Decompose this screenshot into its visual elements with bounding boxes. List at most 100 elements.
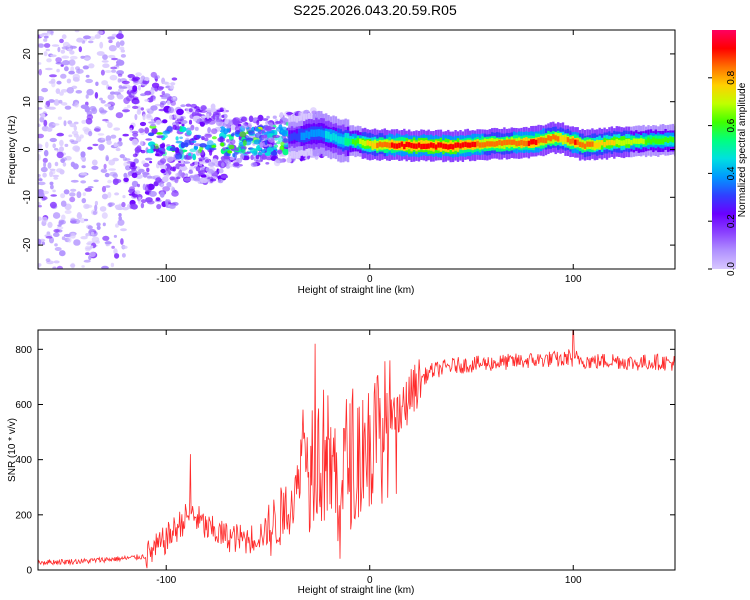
spectrogram-cell bbox=[118, 137, 122, 142]
spectrogram-cell bbox=[64, 203, 72, 211]
spectrogram-cell bbox=[53, 176, 59, 180]
spectrogram-ridge-cell bbox=[442, 143, 445, 149]
spectrogram-cell bbox=[49, 74, 57, 78]
spectrogram-cell bbox=[39, 116, 45, 123]
spectrogram-cell bbox=[70, 188, 77, 192]
spectrogram-cell bbox=[112, 178, 119, 186]
spectrogram-ridge-cell bbox=[478, 142, 482, 148]
spectrogram-cell bbox=[110, 262, 115, 268]
spectrogram-ridge-cell bbox=[535, 139, 538, 145]
spectrogram-ridge-cell bbox=[427, 143, 430, 149]
spectrogram-cell bbox=[62, 162, 67, 167]
spectrogram-ridge-cell bbox=[434, 144, 438, 150]
spectrogram-cell bbox=[56, 168, 63, 173]
spectrogram-cell bbox=[137, 198, 142, 205]
spectrogram-cell bbox=[93, 128, 101, 132]
spectrogram-cell bbox=[49, 181, 54, 186]
spectrogram-cell bbox=[48, 106, 56, 110]
spectrogram-cell bbox=[116, 94, 124, 100]
spectrogram-cell bbox=[85, 74, 90, 78]
spectrogram-cell bbox=[80, 151, 86, 158]
spectrogram-ridge-cell bbox=[317, 129, 320, 137]
snr-xtick-label: -100 bbox=[156, 575, 176, 586]
spectrogram-cell bbox=[101, 193, 109, 200]
spectrogram-cell bbox=[69, 55, 78, 60]
spectrogram-cell bbox=[46, 58, 52, 63]
spectrogram-ridge-cell bbox=[293, 132, 296, 140]
spectrogram-cell bbox=[198, 163, 203, 167]
spectrogram-cell bbox=[265, 120, 270, 125]
spectrogram-cell bbox=[94, 204, 98, 211]
spectrogram-cell bbox=[72, 73, 81, 81]
spectrogram-cell bbox=[197, 118, 206, 122]
spectrogram-ridge-cell bbox=[390, 142, 394, 148]
snr-ytick-label: 0 bbox=[26, 566, 32, 577]
spectrogram-cell bbox=[172, 96, 176, 100]
spectrogram-cell bbox=[145, 108, 152, 112]
spectrogram-ridge-cell bbox=[383, 141, 386, 147]
spectrogram-cell bbox=[59, 139, 64, 147]
spectrogram-cell bbox=[152, 148, 159, 152]
spectrogram-ridge-cell bbox=[581, 142, 584, 148]
spectrogram-cell bbox=[248, 115, 254, 123]
spectrogram-ridge-cell bbox=[342, 137, 345, 145]
spectrogram-cell bbox=[241, 145, 247, 151]
spectrogram-cell bbox=[222, 147, 226, 151]
colorbar: 0.0 0.2 0.4 0.6 0.8 Normalized spectral ampl… bbox=[708, 30, 748, 276]
spectrogram-ridge-cell bbox=[500, 140, 504, 146]
spectrogram-cell bbox=[64, 66, 69, 72]
spectrogram-cell bbox=[155, 177, 162, 183]
spectrogram-cell bbox=[155, 197, 161, 202]
spectrogram-cell bbox=[40, 113, 46, 118]
spectrogram-ridge-cell bbox=[635, 138, 638, 144]
spectrogram-ridge-cell bbox=[395, 143, 399, 149]
spectrogram-cell bbox=[54, 147, 59, 151]
spectrogram-cell bbox=[188, 108, 193, 113]
spectrogram-cell bbox=[64, 210, 72, 214]
spectrogram-cell bbox=[80, 104, 89, 110]
spectrogram-cell bbox=[48, 99, 55, 103]
spectrogram-ridge-cell bbox=[561, 136, 565, 142]
spectrogram-cell bbox=[240, 153, 245, 160]
spectrogram-cell bbox=[286, 157, 292, 163]
spectrogram-cell bbox=[70, 232, 76, 239]
spectrogram-ridge-cell bbox=[481, 142, 484, 148]
spectrogram-ridge-cell bbox=[329, 134, 333, 142]
spectrogram-ridge-cell bbox=[596, 142, 599, 148]
spectrogram-cell bbox=[280, 126, 288, 131]
spectrogram-cell bbox=[145, 197, 153, 203]
spectrogram-ridge-cell bbox=[488, 141, 491, 147]
spectrogram-ridge-cell bbox=[615, 138, 618, 145]
spectrogram-cell bbox=[72, 145, 81, 152]
spectrogram-cell bbox=[199, 109, 207, 113]
spectrogram-cell bbox=[195, 166, 201, 172]
spectrogram-ridge-cell bbox=[515, 141, 518, 147]
spectrogram-cell bbox=[68, 59, 76, 66]
spectrogram-ridge-cell bbox=[325, 131, 328, 139]
spectrogram-cell bbox=[191, 112, 197, 116]
spectrogram-ridge-cell bbox=[378, 141, 382, 147]
spectrogram-cell bbox=[201, 115, 207, 119]
spectrogram-ytick-label: 20 bbox=[22, 48, 33, 60]
spectrogram-cell bbox=[110, 134, 117, 139]
spectrogram-cell bbox=[102, 222, 106, 227]
spectrogram-ridge-cell bbox=[510, 139, 513, 145]
spectrogram-cell bbox=[132, 96, 139, 100]
spectrogram-cell bbox=[134, 146, 141, 153]
spectrogram-cell bbox=[185, 103, 192, 107]
spectrogram-cell bbox=[188, 170, 194, 174]
spectrogram-cell bbox=[60, 89, 68, 93]
spectrogram-cell bbox=[86, 88, 94, 96]
snr-ytick-label: 400 bbox=[15, 455, 32, 466]
spectrogram-cell bbox=[101, 185, 107, 193]
spectrogram-cell bbox=[38, 107, 43, 110]
spectrogram-cell bbox=[84, 187, 93, 192]
spectrogram-cell bbox=[102, 63, 110, 68]
spectrogram-cell bbox=[209, 149, 213, 156]
spectrogram-cell bbox=[147, 183, 155, 190]
spectrogram-cell bbox=[149, 190, 157, 197]
spectrogram-cell bbox=[166, 100, 171, 106]
spectrogram-cell bbox=[38, 263, 42, 267]
spectrogram-cell bbox=[140, 199, 147, 204]
spectrogram-cell bbox=[175, 119, 179, 124]
